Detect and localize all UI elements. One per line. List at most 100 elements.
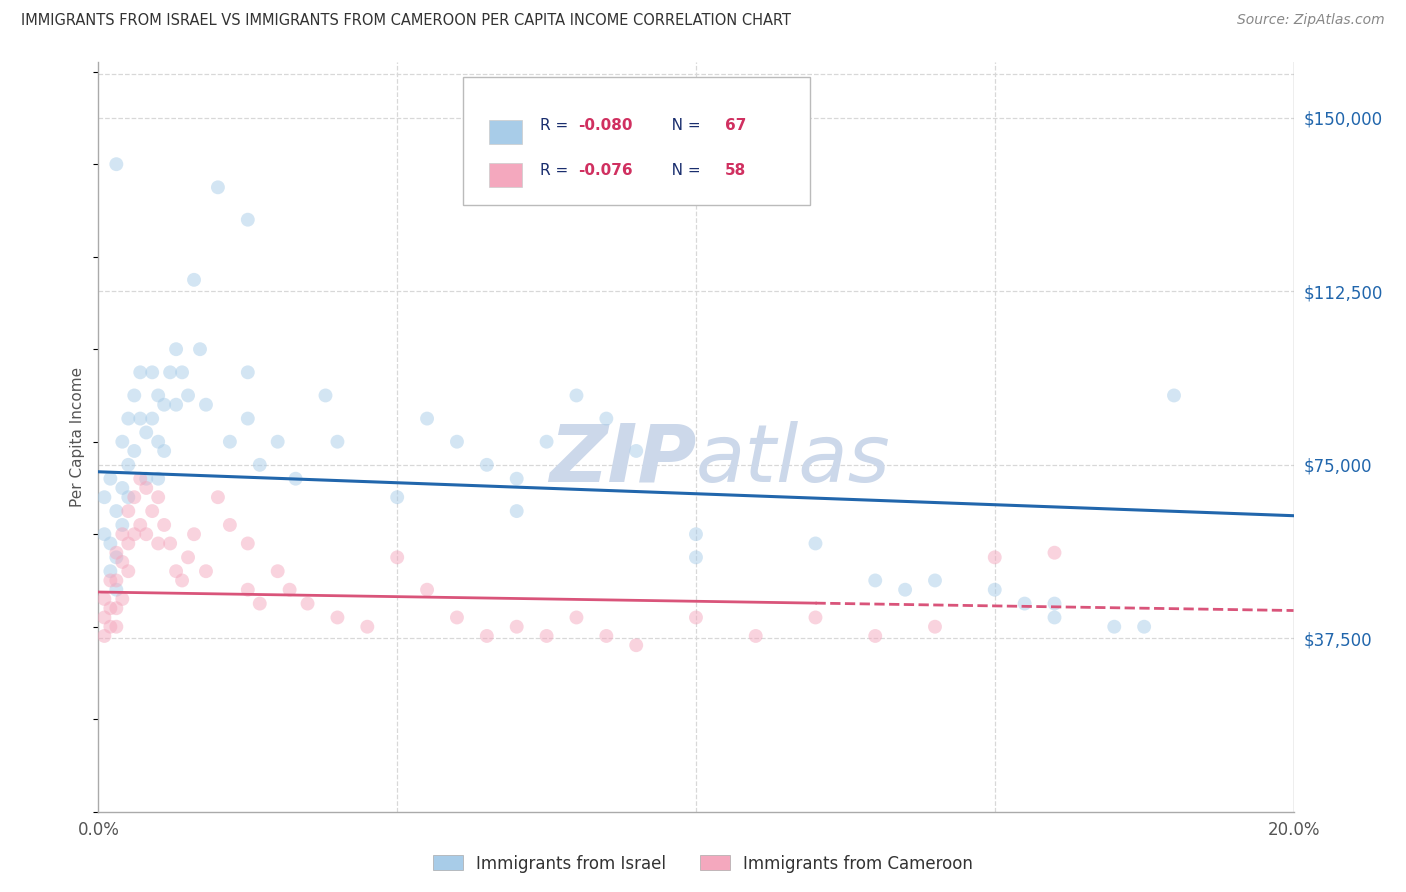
Point xyxy=(105,582,128,597)
Text: -0.080: -0.080 xyxy=(578,118,633,133)
Point xyxy=(117,536,139,550)
Point xyxy=(1043,597,1066,611)
Point xyxy=(804,536,827,550)
Point xyxy=(98,472,122,486)
Point xyxy=(207,490,229,504)
Point xyxy=(105,504,128,518)
Point xyxy=(153,444,176,458)
Point xyxy=(385,490,409,504)
Point xyxy=(105,601,128,615)
Point xyxy=(685,527,707,541)
Point xyxy=(105,550,128,565)
Text: atlas: atlas xyxy=(696,420,891,499)
Point xyxy=(105,574,128,588)
Point xyxy=(153,398,176,412)
Point xyxy=(111,434,134,449)
Text: 58: 58 xyxy=(725,163,747,178)
Point xyxy=(129,472,152,486)
Point xyxy=(124,388,146,402)
Point xyxy=(148,536,170,550)
Point xyxy=(135,472,157,486)
Point xyxy=(111,591,134,606)
Point xyxy=(278,582,301,597)
Point xyxy=(984,582,1007,597)
Point xyxy=(93,629,115,643)
Point xyxy=(159,365,181,379)
Point xyxy=(506,504,529,518)
Point xyxy=(326,434,349,449)
Point xyxy=(111,518,134,533)
Point xyxy=(148,472,170,486)
Point xyxy=(124,444,146,458)
Point xyxy=(177,550,200,565)
Point xyxy=(183,273,205,287)
Point xyxy=(565,610,588,624)
Point xyxy=(105,157,128,171)
Point xyxy=(249,458,271,472)
Point xyxy=(475,629,498,643)
Point xyxy=(284,472,307,486)
Legend: Immigrants from Israel, Immigrants from Cameroon: Immigrants from Israel, Immigrants from … xyxy=(426,848,980,880)
FancyBboxPatch shape xyxy=(463,78,810,205)
Text: ZIP: ZIP xyxy=(548,420,696,499)
Point xyxy=(165,342,187,356)
Point xyxy=(98,564,122,578)
Point xyxy=(93,490,115,504)
Point xyxy=(475,458,498,472)
Point xyxy=(745,629,768,643)
Point xyxy=(183,527,205,541)
Point xyxy=(117,564,139,578)
Point xyxy=(1104,620,1126,634)
Point xyxy=(536,629,558,643)
Point xyxy=(141,504,163,518)
Point xyxy=(865,629,887,643)
Point xyxy=(416,582,439,597)
Point xyxy=(129,411,152,425)
Point xyxy=(685,550,707,565)
Point xyxy=(1043,610,1066,624)
Point xyxy=(385,550,409,565)
Point xyxy=(626,638,648,652)
Point xyxy=(98,601,122,615)
Point xyxy=(297,597,319,611)
Point xyxy=(894,582,917,597)
Text: R =: R = xyxy=(540,163,572,178)
Point xyxy=(536,434,558,449)
Point xyxy=(117,411,139,425)
Point xyxy=(124,527,146,541)
Point xyxy=(148,490,170,504)
Point xyxy=(129,365,152,379)
Point xyxy=(172,365,194,379)
Point xyxy=(117,458,139,472)
Point xyxy=(93,527,115,541)
Text: IMMIGRANTS FROM ISRAEL VS IMMIGRANTS FROM CAMEROON PER CAPITA INCOME CORRELATION: IMMIGRANTS FROM ISRAEL VS IMMIGRANTS FRO… xyxy=(21,13,792,29)
Point xyxy=(565,388,588,402)
Point xyxy=(141,411,163,425)
Point xyxy=(1133,620,1156,634)
Point xyxy=(446,610,468,624)
Point xyxy=(236,212,259,227)
Point xyxy=(267,434,290,449)
Point xyxy=(141,365,163,379)
Point xyxy=(111,527,134,541)
Point xyxy=(195,398,218,412)
Point xyxy=(219,434,242,449)
Point xyxy=(93,591,115,606)
Point xyxy=(135,481,157,495)
Point xyxy=(924,620,946,634)
Point xyxy=(117,504,139,518)
Point xyxy=(595,629,617,643)
Point xyxy=(105,546,128,560)
Point xyxy=(135,425,157,440)
Point xyxy=(267,564,290,578)
Text: Source: ZipAtlas.com: Source: ZipAtlas.com xyxy=(1237,13,1385,28)
Point xyxy=(506,472,529,486)
Text: N =: N = xyxy=(657,118,706,133)
Point xyxy=(236,582,259,597)
Point xyxy=(188,342,211,356)
Point xyxy=(111,555,134,569)
Point xyxy=(117,490,139,504)
Point xyxy=(326,610,349,624)
Point xyxy=(148,434,170,449)
Text: 67: 67 xyxy=(725,118,747,133)
